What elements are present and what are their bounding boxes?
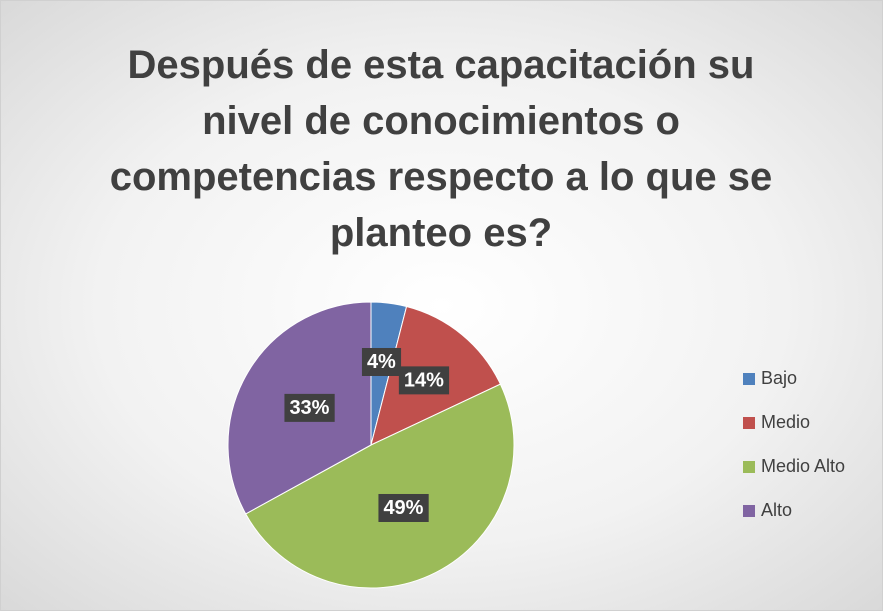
legend-label: Alto — [761, 500, 792, 520]
data-label: 49% — [383, 497, 423, 519]
legend-swatch — [743, 505, 755, 517]
legend-label: Medio Alto — [761, 456, 845, 476]
pie-slice — [245, 383, 515, 589]
legend-label: Bajo — [761, 368, 797, 388]
data-label-box — [378, 493, 429, 522]
legend-swatch — [743, 373, 755, 385]
data-label-box — [361, 347, 402, 376]
legend-swatch — [743, 417, 755, 429]
data-label: 33% — [289, 397, 329, 419]
legend-label: Medio — [761, 412, 810, 432]
data-label: 14% — [404, 369, 444, 391]
chart-title: Después de esta capacitación su nivel de… — [109, 43, 773, 255]
data-label: 4% — [367, 351, 396, 373]
legend-swatch — [743, 461, 755, 473]
data-label-box — [398, 366, 450, 395]
data-label-box — [284, 393, 335, 422]
